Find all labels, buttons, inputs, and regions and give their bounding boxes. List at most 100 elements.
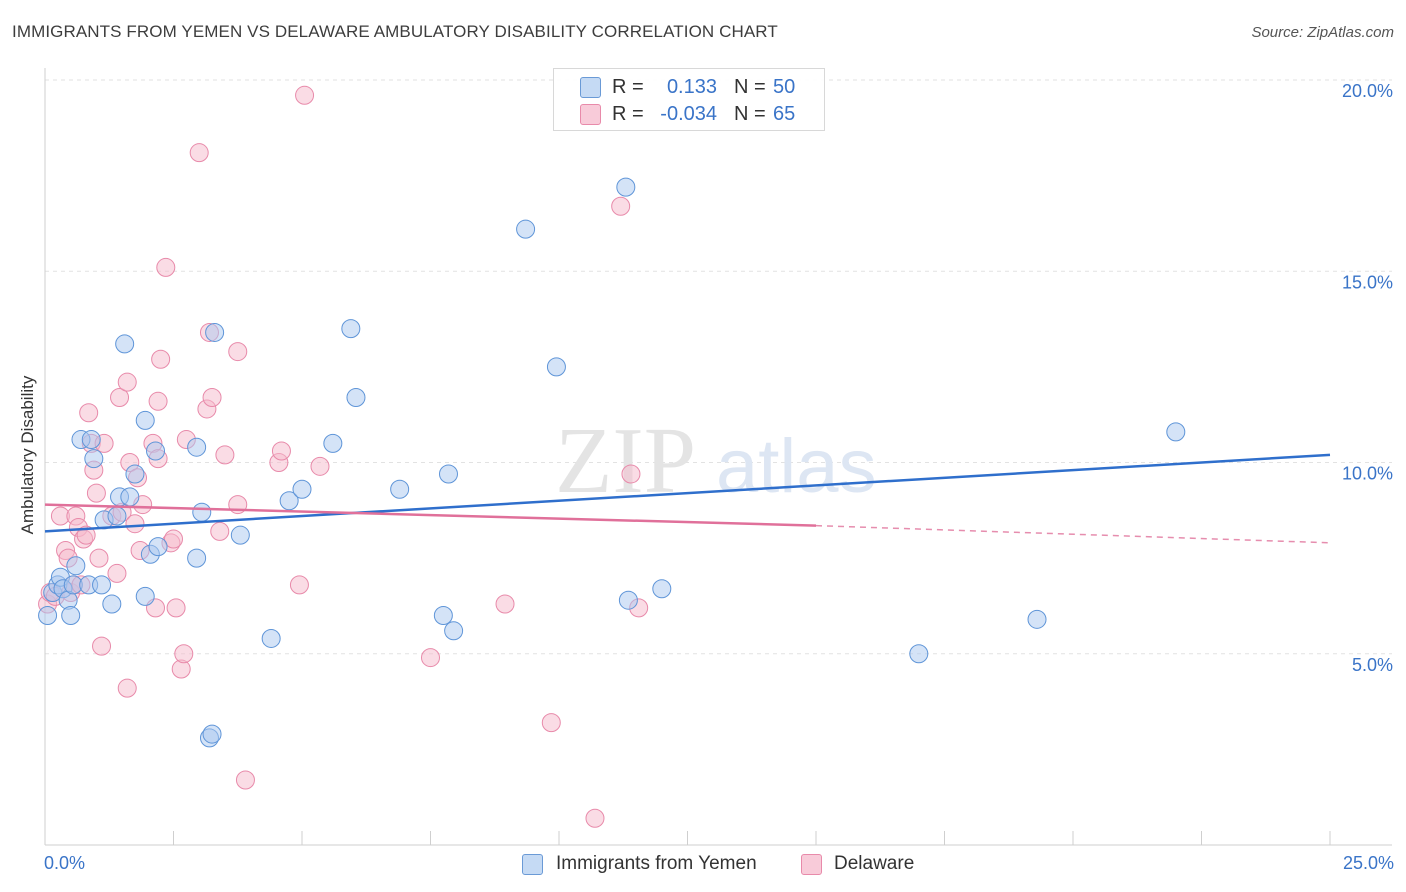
data-point [76,525,96,545]
data-point [164,529,183,549]
data-point [289,575,309,595]
data-point [86,483,106,503]
data-point [202,387,222,407]
bottom-legend-swatch-pink [801,854,822,875]
data-point [117,372,137,392]
series-delaware-points [38,85,649,828]
data-point [230,525,250,545]
y-tick-label-20: 20.0% [1342,81,1393,101]
data-point [292,479,312,499]
legend-swatch-blue [580,77,601,98]
legend-r-label: R = [612,76,644,98]
grid-lines [45,79,1392,655]
data-point [151,349,171,369]
data-point [210,521,230,541]
correlation-legend: R = 0.133 N = 50 R = -0.034 N = 65 [553,68,825,131]
data-point [611,196,631,216]
chart-title: IMMIGRANTS FROM YEMEN VS DELAWARE AMBULA… [12,22,778,41]
data-point [516,219,536,239]
legend-n-value: 65 [773,103,796,125]
source-label: Source: ZipAtlas.com [1251,24,1394,41]
data-point [444,621,464,641]
data-point [38,606,58,625]
data-point [189,143,209,163]
legend-swatch-pink [580,104,601,125]
data-point [346,387,366,407]
legend-r-label: R = [612,103,644,125]
y-tick-label-10: 10.0% [1342,464,1393,484]
data-point [215,445,235,465]
x-tick-label-min: 0.0% [44,853,85,873]
data-point [585,808,605,828]
data-point [541,713,561,733]
x-tick-label-max: 25.0% [1343,853,1394,873]
data-point [66,556,86,576]
data-point [261,628,281,648]
data-point [81,430,101,450]
data-point [323,433,343,453]
y-tick-label-5: 5.0% [1352,655,1393,675]
data-point [102,594,122,614]
data-point [616,177,636,197]
data-point [546,357,566,377]
axes [44,68,1392,846]
data-point [495,594,515,614]
legend-r-value: -0.034 [660,103,717,125]
legend-row-yemen: R = 0.133 N = 50 [554,74,824,100]
data-point [107,506,127,526]
bottom-legend-label: Delaware [834,853,915,874]
data-point [120,487,140,507]
legend-r-value: 0.133 [666,76,717,98]
data-point [235,770,255,790]
watermark-atlas: atlas [716,424,877,509]
data-point [135,410,155,430]
data-point [202,724,222,744]
data-point [117,678,137,698]
data-point [156,257,176,277]
data-point [652,579,672,599]
data-point [1027,609,1047,629]
data-point [107,563,127,583]
y-tick-label-15: 15.0% [1342,272,1393,292]
data-point [271,441,291,461]
data-point [79,403,99,423]
trend-line-delaware [44,503,817,527]
bottom-legend-yemen: Immigrants from Yemen [522,852,782,878]
data-point [166,598,186,618]
data-point [310,456,330,476]
data-point [618,590,638,610]
data-point [135,586,155,606]
legend-row-delaware: R = -0.034 N = 65 [554,101,824,127]
data-point [92,575,112,595]
data-point [421,648,440,668]
bottom-legend-label: Immigrants from Yemen [556,853,757,874]
data-point [187,437,207,457]
tick-labels: 0.0% 25.0% 5.0% 10.0% 15.0% 20.0% [44,81,1394,873]
trend-line-yemen [44,453,1331,533]
data-point [279,491,299,511]
data-point [187,548,207,568]
data-point [174,644,194,664]
data-point [205,322,225,342]
legend-n-value: 50 [773,76,796,98]
data-point [390,479,410,499]
data-point [110,387,130,407]
data-point [228,342,248,362]
legend-n-label: N = [734,103,766,125]
series-yemen-points [38,177,1186,748]
data-point [1166,422,1186,442]
data-point [89,548,109,568]
data-point [84,449,104,469]
data-point [146,441,166,461]
legend-n-label: N = [734,76,766,98]
data-point [125,514,145,534]
bottom-legend-delaware: Delaware [801,852,941,878]
data-point [148,537,168,557]
data-point [295,85,315,105]
data-point [148,391,168,411]
trend-line-delaware-extension [815,524,1331,544]
data-point [61,606,81,625]
data-point [341,319,361,339]
data-point [115,334,135,354]
